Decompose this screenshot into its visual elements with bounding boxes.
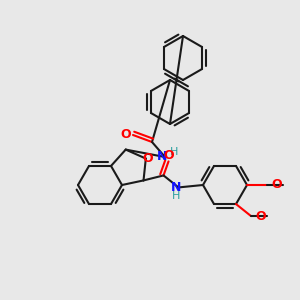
Text: O: O [272, 178, 282, 191]
Text: O: O [142, 152, 153, 165]
Text: N: N [157, 149, 167, 163]
Text: O: O [256, 210, 266, 223]
Text: H: H [170, 147, 178, 157]
Text: O: O [163, 149, 174, 162]
Text: N: N [171, 181, 182, 194]
Text: O: O [121, 128, 131, 142]
Text: H: H [172, 191, 181, 201]
